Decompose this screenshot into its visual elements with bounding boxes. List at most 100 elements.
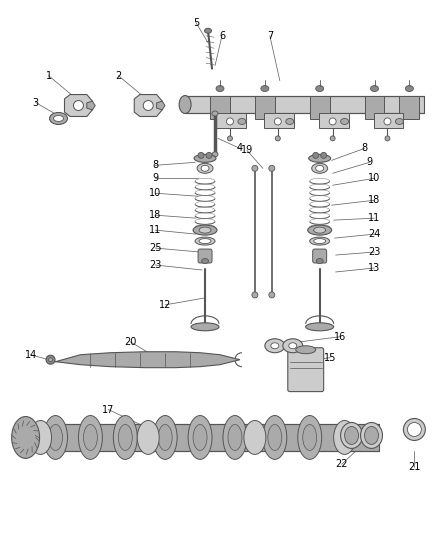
Ellipse shape bbox=[407, 423, 421, 437]
Text: 25: 25 bbox=[149, 243, 162, 253]
Bar bbox=[364, 95, 385, 119]
Text: 16: 16 bbox=[333, 332, 346, 342]
Ellipse shape bbox=[118, 424, 132, 450]
Ellipse shape bbox=[263, 416, 287, 459]
Ellipse shape bbox=[227, 136, 233, 141]
Bar bbox=[210, 95, 230, 119]
Ellipse shape bbox=[406, 86, 413, 92]
Ellipse shape bbox=[49, 358, 53, 362]
Text: 18: 18 bbox=[368, 195, 381, 205]
Ellipse shape bbox=[113, 416, 137, 459]
Ellipse shape bbox=[201, 165, 209, 171]
Ellipse shape bbox=[49, 112, 67, 124]
Text: 8: 8 bbox=[361, 143, 367, 154]
Ellipse shape bbox=[197, 163, 213, 173]
Bar bbox=[399, 95, 419, 119]
Ellipse shape bbox=[385, 136, 390, 141]
Text: 10: 10 bbox=[149, 188, 161, 198]
Text: 10: 10 bbox=[368, 173, 381, 183]
FancyBboxPatch shape bbox=[198, 249, 212, 263]
Ellipse shape bbox=[206, 152, 212, 158]
FancyBboxPatch shape bbox=[288, 348, 324, 392]
Bar bbox=[185, 95, 424, 114]
Ellipse shape bbox=[283, 339, 303, 353]
Ellipse shape bbox=[276, 136, 280, 141]
Ellipse shape bbox=[43, 416, 67, 459]
Ellipse shape bbox=[205, 28, 212, 33]
Ellipse shape bbox=[316, 86, 324, 92]
Ellipse shape bbox=[306, 323, 334, 331]
Ellipse shape bbox=[199, 239, 211, 244]
Text: 13: 13 bbox=[368, 263, 381, 273]
Ellipse shape bbox=[341, 118, 349, 124]
Ellipse shape bbox=[49, 424, 63, 450]
Ellipse shape bbox=[78, 416, 102, 459]
Ellipse shape bbox=[158, 424, 172, 450]
Ellipse shape bbox=[195, 237, 215, 245]
Ellipse shape bbox=[201, 259, 208, 263]
Ellipse shape bbox=[296, 346, 316, 354]
Ellipse shape bbox=[310, 237, 330, 245]
Polygon shape bbox=[87, 101, 95, 110]
Ellipse shape bbox=[30, 421, 52, 455]
Ellipse shape bbox=[198, 152, 204, 158]
Ellipse shape bbox=[199, 227, 211, 233]
Polygon shape bbox=[64, 94, 92, 117]
Text: 3: 3 bbox=[32, 98, 39, 108]
Ellipse shape bbox=[179, 95, 191, 114]
Text: 21: 21 bbox=[408, 462, 420, 472]
Ellipse shape bbox=[271, 343, 279, 349]
Text: 23: 23 bbox=[368, 247, 381, 257]
Ellipse shape bbox=[364, 426, 378, 445]
Ellipse shape bbox=[83, 424, 97, 450]
Polygon shape bbox=[49, 352, 240, 368]
Ellipse shape bbox=[228, 424, 242, 450]
Ellipse shape bbox=[308, 225, 332, 235]
Ellipse shape bbox=[223, 416, 247, 459]
Ellipse shape bbox=[143, 101, 153, 110]
Ellipse shape bbox=[226, 118, 233, 125]
Ellipse shape bbox=[371, 86, 378, 92]
Ellipse shape bbox=[341, 423, 363, 448]
Text: 18: 18 bbox=[149, 210, 161, 220]
Text: 2: 2 bbox=[115, 70, 121, 80]
Ellipse shape bbox=[74, 101, 83, 110]
Text: 7: 7 bbox=[267, 31, 273, 41]
Ellipse shape bbox=[316, 259, 323, 263]
Ellipse shape bbox=[316, 165, 324, 171]
Ellipse shape bbox=[403, 418, 425, 440]
Ellipse shape bbox=[360, 423, 382, 448]
Ellipse shape bbox=[252, 292, 258, 298]
Text: 1: 1 bbox=[46, 70, 52, 80]
Ellipse shape bbox=[137, 421, 159, 455]
Ellipse shape bbox=[321, 152, 327, 158]
Ellipse shape bbox=[298, 416, 321, 459]
Ellipse shape bbox=[396, 118, 403, 124]
Ellipse shape bbox=[153, 416, 177, 459]
Text: 24: 24 bbox=[368, 229, 381, 239]
Ellipse shape bbox=[238, 118, 246, 124]
Ellipse shape bbox=[330, 136, 335, 141]
Ellipse shape bbox=[46, 355, 55, 364]
Ellipse shape bbox=[53, 116, 64, 122]
Ellipse shape bbox=[193, 424, 207, 450]
Text: 12: 12 bbox=[159, 300, 171, 310]
Text: 5: 5 bbox=[193, 18, 199, 28]
Ellipse shape bbox=[265, 339, 285, 353]
Text: 4: 4 bbox=[237, 143, 243, 154]
Bar bbox=[255, 95, 275, 119]
Text: 8: 8 bbox=[152, 160, 158, 171]
Ellipse shape bbox=[244, 421, 266, 455]
Text: 23: 23 bbox=[149, 260, 161, 270]
Polygon shape bbox=[216, 114, 246, 128]
Ellipse shape bbox=[252, 165, 258, 171]
Ellipse shape bbox=[303, 424, 317, 450]
Text: 11: 11 bbox=[368, 213, 381, 223]
Ellipse shape bbox=[314, 239, 326, 244]
Text: 14: 14 bbox=[25, 350, 37, 360]
Ellipse shape bbox=[193, 225, 217, 235]
Ellipse shape bbox=[345, 426, 359, 445]
Ellipse shape bbox=[289, 343, 297, 349]
FancyBboxPatch shape bbox=[313, 249, 327, 263]
Polygon shape bbox=[374, 114, 403, 128]
